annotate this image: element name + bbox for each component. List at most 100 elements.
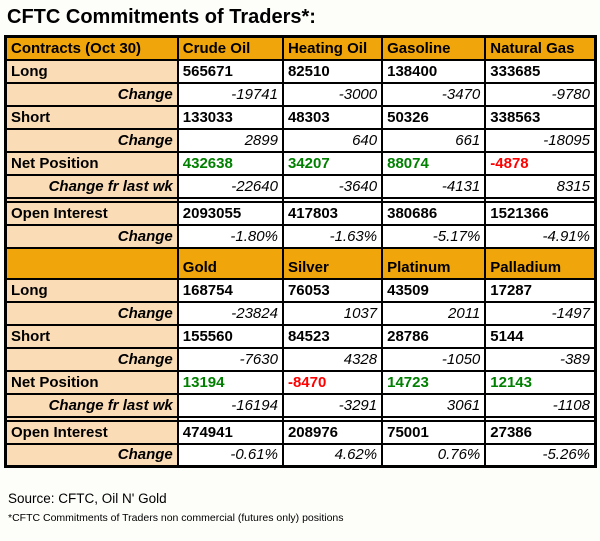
- net-position-value: 12143: [484, 369, 597, 395]
- row-label: Short: [4, 323, 179, 349]
- value-cell: 48303: [281, 104, 384, 130]
- value-cell: 76053: [281, 277, 384, 303]
- value-cell: 138400: [381, 58, 487, 84]
- value-cell: -389: [484, 346, 597, 372]
- value-cell: -19741: [176, 81, 284, 107]
- table-row: Short 133033 48303 50326 338563: [4, 104, 597, 130]
- row-label: Open Interest: [4, 419, 179, 445]
- value-cell: -9780: [484, 81, 597, 107]
- column-header: Contracts (Oct 30): [4, 35, 179, 61]
- spacer-cell: [176, 196, 284, 203]
- value-cell: 2093055: [176, 200, 284, 226]
- spacer-cell: [4, 196, 179, 203]
- value-cell: 333685: [484, 58, 597, 84]
- value-cell: -4131: [381, 173, 487, 199]
- value-cell: 155560: [176, 323, 284, 349]
- row-label: Long: [4, 58, 179, 84]
- column-header: Heating Oil: [281, 35, 384, 61]
- source-text: Source: CFTC, Oil N' Gold: [8, 491, 167, 506]
- value-cell: 2899: [176, 127, 284, 153]
- value-cell: -7630: [176, 346, 284, 372]
- row-label: Short: [4, 104, 179, 130]
- net-position-value: 88074: [381, 150, 487, 176]
- spacer-cell: [484, 196, 597, 203]
- table-row: Net Position 432638 34207 88074 -4878: [4, 150, 597, 176]
- spacer-row: [4, 196, 597, 203]
- value-cell: 2011: [381, 300, 487, 326]
- row-label: Change: [4, 223, 179, 249]
- column-header: Natural Gas: [484, 35, 597, 61]
- spacer-cell: [281, 196, 384, 203]
- value-cell: -22640: [176, 173, 284, 199]
- footnote-text: *CFTC Commitments of Traders non commerc…: [8, 512, 344, 524]
- value-cell: 75001: [381, 419, 487, 445]
- net-position-value: -8470: [281, 369, 384, 395]
- column-header: Silver: [281, 246, 384, 280]
- value-cell: -23824: [176, 300, 284, 326]
- net-position-value: 432638: [176, 150, 284, 176]
- table-row: Net Position 13194 -8470 14723 12143: [4, 369, 597, 395]
- column-header: Gold: [176, 246, 284, 280]
- value-cell: 43509: [381, 277, 487, 303]
- table-row: Change -23824 1037 2011 -1497: [4, 300, 597, 326]
- net-position-value: 14723: [381, 369, 487, 395]
- value-cell: 50326: [381, 104, 487, 130]
- value-cell: 1521366: [484, 200, 597, 226]
- value-cell: 661: [381, 127, 487, 153]
- column-header: Crude Oil: [176, 35, 284, 61]
- value-cell: 338563: [484, 104, 597, 130]
- spacer-cell: [484, 415, 597, 422]
- table-row: Long 565671 82510 138400 333685: [4, 58, 597, 84]
- value-cell: -4.91%: [484, 223, 597, 249]
- value-cell: 4.62%: [281, 442, 384, 468]
- table-row: Change -19741 -3000 -3470 -9780: [4, 81, 597, 107]
- spacer-cell: [4, 415, 179, 422]
- spacer-cell: [381, 415, 487, 422]
- cot-table: Contracts (Oct 30) Crude Oil Heating Oil Ga…: [4, 35, 597, 468]
- table-row: Long 168754 76053 43509 17287: [4, 277, 597, 303]
- value-cell: 5144: [484, 323, 597, 349]
- row-label: Change fr last wk: [4, 392, 179, 418]
- column-header: Platinum: [381, 246, 487, 280]
- value-cell: 0.76%: [381, 442, 487, 468]
- value-cell: 3061: [381, 392, 487, 418]
- value-cell: 17287: [484, 277, 597, 303]
- value-cell: -3640: [281, 173, 384, 199]
- net-position-value: -4878: [484, 150, 597, 176]
- table-row: Change fr last wk -16194 -3291 3061 -1108: [4, 392, 597, 418]
- table-row: Short 155560 84523 28786 5144: [4, 323, 597, 349]
- value-cell: 84523: [281, 323, 384, 349]
- row-label: Net Position: [4, 369, 179, 395]
- row-label: Net Position: [4, 150, 179, 176]
- value-cell: 27386: [484, 419, 597, 445]
- spacer-cell: [381, 196, 487, 203]
- page-title: CFTC Commitments of Traders*:: [7, 6, 316, 28]
- header-row: Contracts (Oct 30) Crude Oil Heating Oil Ga…: [4, 35, 597, 61]
- value-cell: 168754: [176, 277, 284, 303]
- spacer-cell: [176, 415, 284, 422]
- table-row: Open Interest 2093055 417803 380686 1521366: [4, 200, 597, 226]
- value-cell: -5.26%: [484, 442, 597, 468]
- value-cell: 208976: [281, 419, 384, 445]
- value-cell: 1037: [281, 300, 384, 326]
- row-label: Change fr last wk: [4, 173, 179, 199]
- row-label: Change: [4, 127, 179, 153]
- net-position-value: 13194: [176, 369, 284, 395]
- value-cell: -1050: [381, 346, 487, 372]
- value-cell: 133033: [176, 104, 284, 130]
- value-cell: 28786: [381, 323, 487, 349]
- table-row: Change -0.61% 4.62% 0.76% -5.26%: [4, 442, 597, 468]
- row-label: Change: [4, 442, 179, 468]
- row-label: Long: [4, 277, 179, 303]
- net-position-value: 34207: [281, 150, 384, 176]
- value-cell: 640: [281, 127, 384, 153]
- value-cell: -1497: [484, 300, 597, 326]
- value-cell: 4328: [281, 346, 384, 372]
- column-header: Palladium: [484, 246, 597, 280]
- column-header: [4, 246, 179, 280]
- value-cell: 474941: [176, 419, 284, 445]
- value-cell: -1.80%: [176, 223, 284, 249]
- value-cell: -1.63%: [281, 223, 384, 249]
- value-cell: -3470: [381, 81, 487, 107]
- table-row: Change -1.80% -1.63% -5.17% -4.91%: [4, 223, 597, 249]
